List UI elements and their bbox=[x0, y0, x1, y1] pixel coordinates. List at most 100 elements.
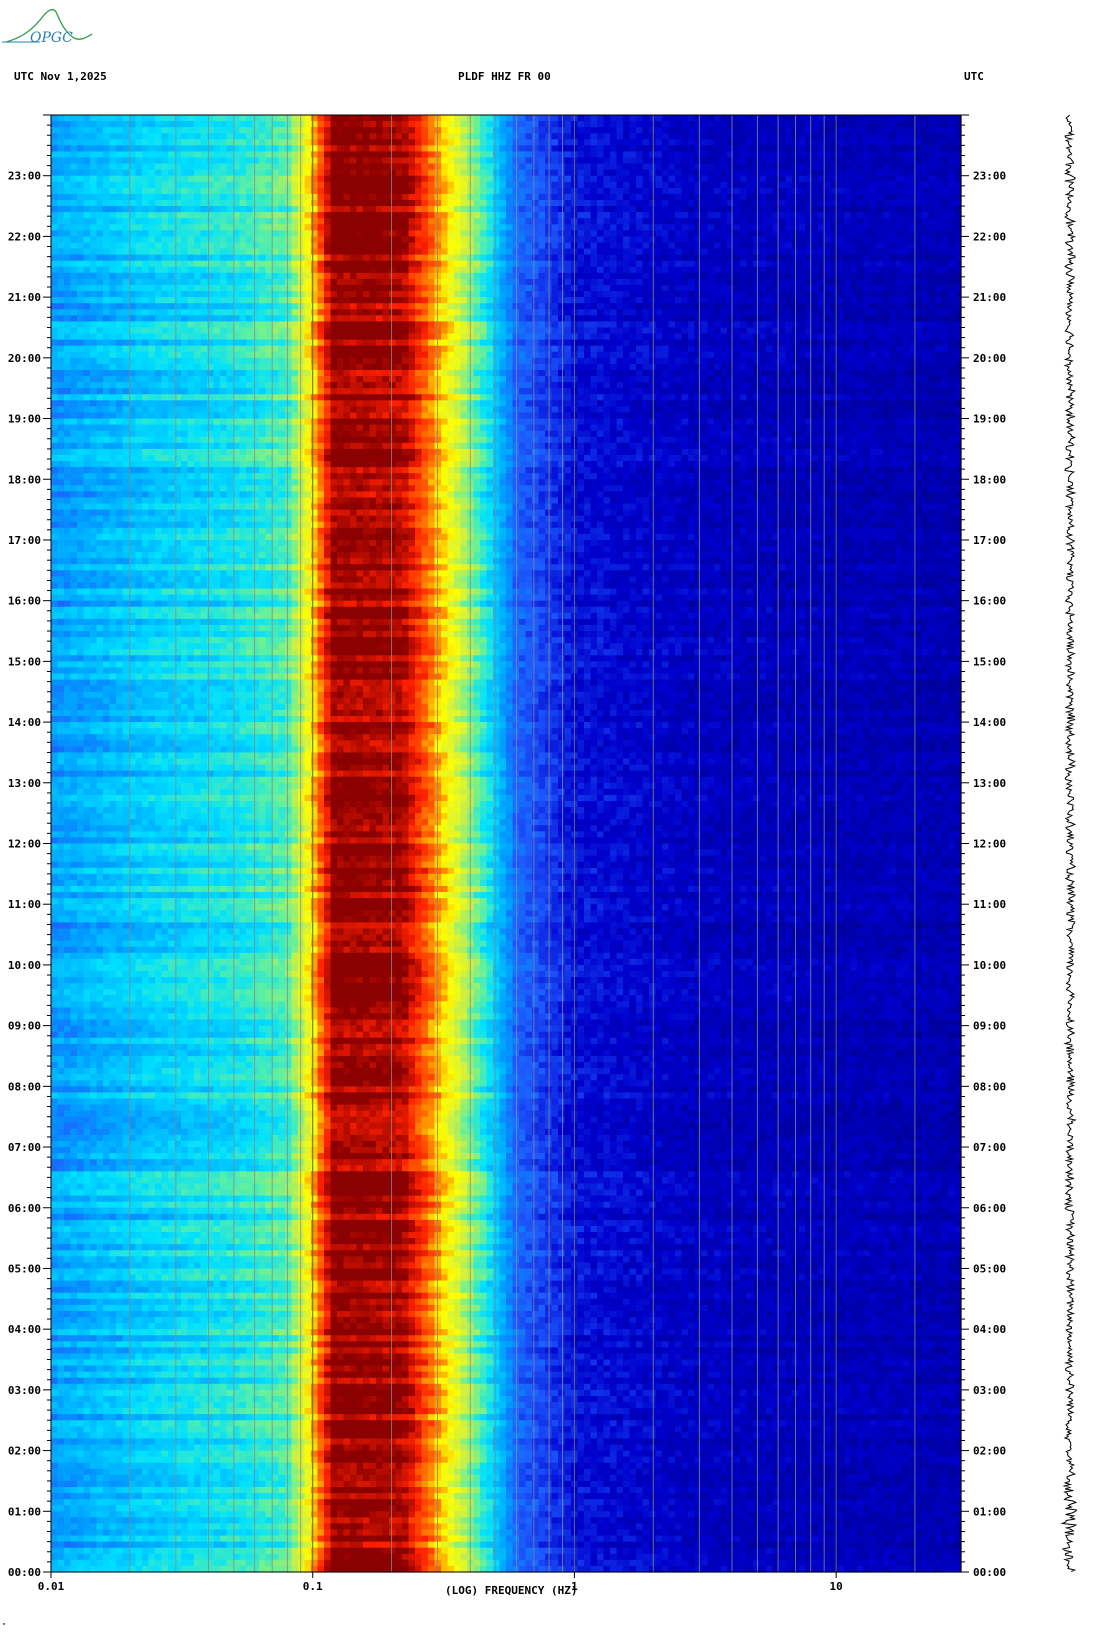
heatmap-cell bbox=[844, 115, 851, 122]
heatmap-cell bbox=[727, 115, 734, 122]
heatmap-cell bbox=[149, 315, 156, 322]
heatmap-cell bbox=[389, 267, 396, 274]
heatmap-cell bbox=[240, 230, 247, 237]
heatmap-cell bbox=[545, 139, 552, 146]
heatmap-cell bbox=[474, 267, 481, 274]
heatmap-cell bbox=[812, 255, 819, 262]
heatmap-cell bbox=[493, 164, 500, 171]
heatmap-cell bbox=[136, 139, 143, 146]
heatmap-cell bbox=[461, 249, 468, 256]
heatmap-cell bbox=[402, 315, 409, 322]
heatmap-cell bbox=[474, 164, 481, 171]
heatmap-cell bbox=[51, 121, 58, 128]
heatmap-cell bbox=[162, 267, 169, 274]
heatmap-cell bbox=[344, 133, 351, 140]
heatmap-cell bbox=[272, 188, 279, 195]
heatmap-cell bbox=[604, 206, 611, 213]
heatmap-cell bbox=[578, 176, 585, 183]
heatmap-cell bbox=[64, 230, 71, 237]
heatmap-cell bbox=[708, 127, 715, 134]
heatmap-cell bbox=[558, 249, 565, 256]
heatmap-cell bbox=[929, 285, 936, 292]
heatmap-cell bbox=[298, 176, 305, 183]
heatmap-cell bbox=[71, 242, 78, 249]
heatmap-cell bbox=[64, 139, 71, 146]
heatmap-cell bbox=[357, 249, 364, 256]
heatmap-cell bbox=[298, 194, 305, 201]
heatmap-cell bbox=[474, 242, 481, 249]
heatmap-cell bbox=[396, 224, 403, 231]
heatmap-cell bbox=[539, 151, 546, 158]
heatmap-cell bbox=[506, 273, 513, 280]
heatmap-cell bbox=[506, 249, 513, 256]
heatmap-cell bbox=[799, 309, 806, 316]
heatmap-cell bbox=[643, 309, 650, 316]
heatmap-cell bbox=[253, 151, 260, 158]
heatmap-cell bbox=[324, 291, 331, 298]
heatmap-cell bbox=[591, 145, 598, 152]
heatmap-cell bbox=[51, 218, 58, 225]
heatmap-cell bbox=[389, 212, 396, 219]
heatmap-cell bbox=[734, 230, 741, 237]
heatmap-cell bbox=[402, 236, 409, 243]
heatmap-cell bbox=[409, 170, 416, 177]
heatmap-cell bbox=[435, 182, 442, 189]
heatmap-cell bbox=[669, 285, 676, 292]
heatmap-cell bbox=[649, 261, 656, 268]
heatmap-cell bbox=[285, 273, 292, 280]
heatmap-cell bbox=[708, 291, 715, 298]
heatmap-cell bbox=[870, 224, 877, 231]
heatmap-cell bbox=[123, 273, 130, 280]
heatmap-cell bbox=[812, 121, 819, 128]
heatmap-cell bbox=[773, 291, 780, 298]
heatmap-cell bbox=[376, 194, 383, 201]
heatmap-cell bbox=[363, 255, 370, 262]
heatmap-cell bbox=[441, 121, 448, 128]
heatmap-cell bbox=[883, 200, 890, 207]
heatmap-cell bbox=[896, 200, 903, 207]
heatmap-cell bbox=[610, 164, 617, 171]
heatmap-cell bbox=[740, 236, 747, 243]
heatmap-cell bbox=[617, 133, 624, 140]
heatmap-cell bbox=[324, 127, 331, 134]
heatmap-cell bbox=[383, 194, 390, 201]
heatmap-cell bbox=[695, 315, 702, 322]
heatmap-cell bbox=[545, 115, 552, 122]
heatmap-cell bbox=[682, 121, 689, 128]
heatmap-cell bbox=[688, 273, 695, 280]
heatmap-cell bbox=[409, 255, 416, 262]
heatmap-cell bbox=[565, 242, 572, 249]
heatmap-cell bbox=[103, 267, 110, 274]
heatmap-cell bbox=[714, 145, 721, 152]
heatmap-cell bbox=[344, 236, 351, 243]
heatmap-cell bbox=[181, 279, 188, 286]
heatmap-cell bbox=[656, 291, 663, 298]
heatmap-cell bbox=[636, 121, 643, 128]
heatmap-cell bbox=[786, 242, 793, 249]
heatmap-cell bbox=[71, 273, 78, 280]
heatmap-cell bbox=[545, 145, 552, 152]
heatmap-cell bbox=[383, 273, 390, 280]
heatmap-cell bbox=[318, 279, 325, 286]
heatmap-cell bbox=[396, 309, 403, 316]
heatmap-cell bbox=[441, 291, 448, 298]
heatmap-cell bbox=[903, 206, 910, 213]
heatmap-cell bbox=[539, 291, 546, 298]
heatmap-cell bbox=[714, 164, 721, 171]
heatmap-cell bbox=[948, 127, 955, 134]
heatmap-cell bbox=[298, 255, 305, 262]
heatmap-cell bbox=[422, 188, 429, 195]
heatmap-cell bbox=[428, 291, 435, 298]
heatmap-cell bbox=[246, 188, 253, 195]
heatmap-cell bbox=[376, 218, 383, 225]
heatmap-cell bbox=[292, 267, 299, 274]
heatmap-cell bbox=[77, 309, 84, 316]
heatmap-cell bbox=[90, 297, 97, 304]
heatmap-cell bbox=[136, 115, 143, 122]
heatmap-cell bbox=[825, 230, 832, 237]
heatmap-cell bbox=[786, 206, 793, 213]
heatmap-cell bbox=[389, 158, 396, 165]
heatmap-cell bbox=[246, 230, 253, 237]
heatmap-cell bbox=[506, 297, 513, 304]
heatmap-cell bbox=[896, 273, 903, 280]
